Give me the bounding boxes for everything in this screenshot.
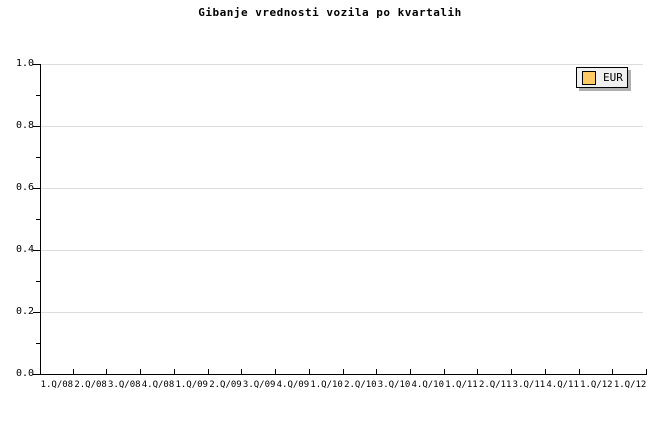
x-tick (73, 369, 74, 374)
y-gridline (41, 188, 643, 189)
x-tick (343, 369, 344, 374)
legend-label: EUR (603, 71, 623, 84)
y-minor-tick (36, 219, 40, 220)
y-tick-label: 1.0 (15, 58, 34, 69)
y-minor-tick (36, 343, 40, 344)
x-tick (511, 369, 512, 374)
y-major-tick (33, 374, 40, 375)
y-major-tick (33, 126, 40, 127)
x-tick (477, 369, 478, 374)
x-tick-label: 2.Q/10 (344, 380, 377, 390)
x-tick-label: 1.Q/12 (580, 380, 613, 390)
x-tick (275, 369, 276, 374)
y-tick-label: 0.8 (15, 120, 34, 131)
x-tick-label: 1.Q/08 (40, 380, 74, 390)
chart-title: Gibanje vrednosti vozila po kvartalih (198, 6, 462, 19)
x-tick-label: 3.Q/11 (512, 380, 546, 390)
x-tick (106, 369, 107, 374)
x-tick-label: 1.Q/10 (310, 380, 343, 390)
x-tick (241, 369, 242, 374)
x-tick-label: 2.Q/11 (478, 380, 512, 390)
y-tick-label: 0.2 (15, 306, 34, 317)
x-tick (208, 369, 209, 374)
y-gridline (41, 64, 643, 65)
y-gridline (41, 250, 643, 251)
x-tick-label: 2.Q/08 (74, 380, 107, 390)
y-major-tick (33, 188, 40, 189)
x-tick (579, 369, 580, 374)
x-tick-label: 2.Q/09 (209, 380, 242, 390)
y-minor-tick (36, 95, 40, 96)
x-tick (309, 369, 310, 374)
x-tick-label: 3.Q/08 (108, 380, 141, 390)
y-minor-tick (36, 281, 40, 282)
x-tick-label: 4.Q/09 (276, 380, 310, 390)
x-tick-label: 1.Q/12 (613, 380, 647, 390)
y-major-tick (33, 250, 40, 251)
x-tick-label: 1.Q/09 (175, 380, 208, 390)
x-tick-label: 3.Q/10 (377, 380, 411, 390)
x-tick (174, 369, 175, 374)
x-tick (376, 369, 377, 374)
y-minor-tick (36, 157, 40, 158)
x-tick (612, 369, 613, 374)
y-major-tick (33, 312, 40, 313)
x-tick (444, 369, 445, 374)
y-gridline (41, 126, 643, 127)
x-tick-label: 1.Q/11 (445, 380, 478, 390)
x-axis-labels: 1.Q/08 2.Q/08 3.Q/08 4.Q/08 1.Q/09 2.Q/09 3.Q/… (40, 380, 647, 391)
y-tick-label: 0.6 (15, 182, 34, 193)
x-tick-label: 4.Q/08 (141, 380, 175, 390)
y-axis-line (40, 64, 41, 375)
x-tick-label: 4.Q/11 (546, 380, 579, 390)
y-tick-label: 0.4 (15, 244, 34, 255)
x-tick (646, 369, 647, 374)
x-tick-label: 3.Q/09 (242, 380, 276, 390)
y-gridline (41, 312, 643, 313)
legend: EUR (576, 67, 628, 88)
x-tick (410, 369, 411, 374)
legend-swatch (582, 70, 596, 85)
y-tick-label: 0.0 (15, 368, 34, 379)
x-tick (545, 369, 546, 374)
y-major-tick (33, 64, 40, 65)
x-tick-label: 4.Q/10 (411, 380, 445, 390)
x-axis-line (40, 374, 647, 375)
x-tick (140, 369, 141, 374)
